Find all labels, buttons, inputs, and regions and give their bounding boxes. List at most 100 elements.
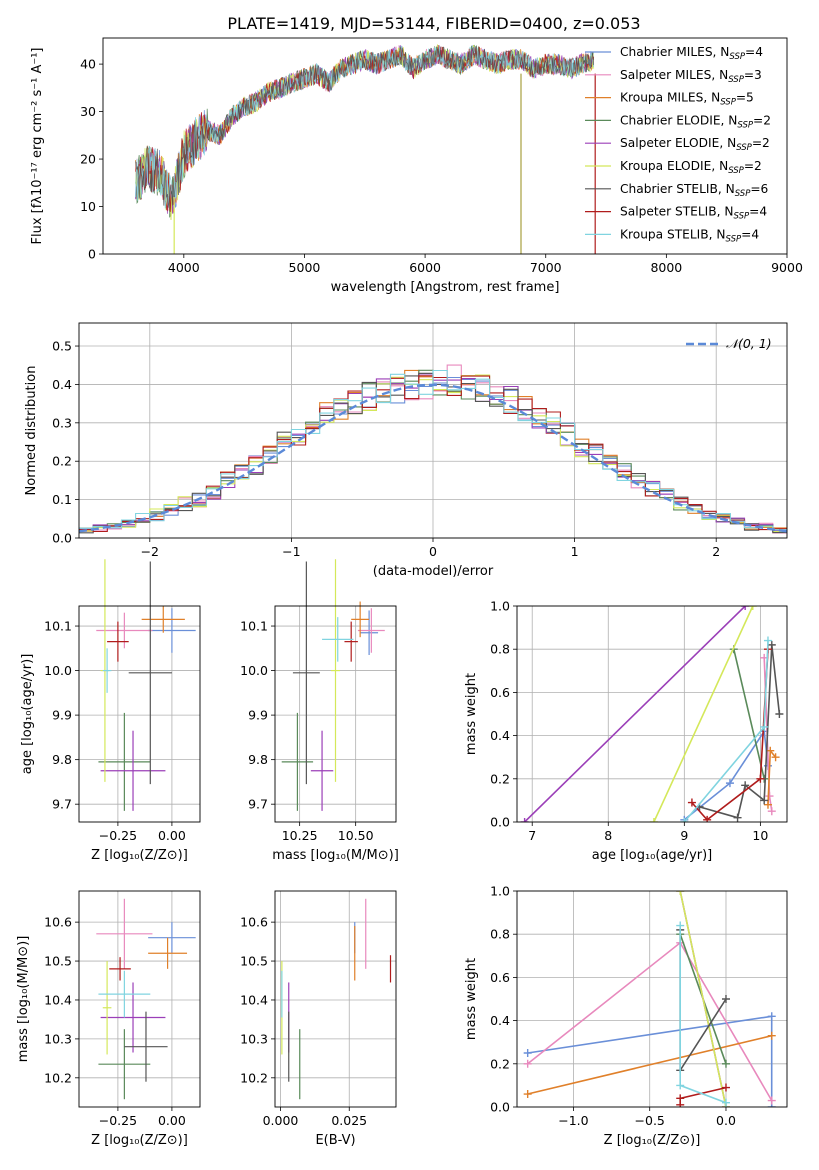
weight-vs-z-ytick-label: 0.4 <box>490 1013 510 1028</box>
weight-marker <box>721 1059 730 1068</box>
mass-vs-ebv-ytick-label: 10.3 <box>240 1031 268 1046</box>
age-vs-z-ytick-label: 9.9 <box>52 708 72 723</box>
weight-marker <box>767 640 776 649</box>
weight-vs-z-ytick-label: 0.8 <box>490 927 510 942</box>
age-vs-z-axes: −0.25 0.00 9.7 9.8 9.9 10.0 10.1 Z [log₁₀(Z/Z⊙)… <box>20 606 200 863</box>
age-vs-mass-ytick-label: 9.9 <box>248 708 268 723</box>
weight-marker <box>760 722 769 731</box>
legend-entry: 𝒩(0, 1) <box>726 336 772 351</box>
spectrum-ytick-label: 10 <box>80 199 96 214</box>
residuals-xlabel: (data-model)/error <box>373 564 494 579</box>
mass-vs-ebv-plot <box>281 898 392 1100</box>
spectrum-xtick-label: 8000 <box>650 260 682 275</box>
spectrum-axes: 4000 5000 6000 7000 8000 9000 0 10 20 30 40 wavelen… <box>30 48 803 296</box>
weight-vs-z-xtick-label: 0.0 <box>716 1113 736 1128</box>
weight-vs-z-ytick-label: 0.0 <box>490 1100 510 1115</box>
weight-vs-age-ytick-label: 0.6 <box>490 685 510 700</box>
weight-vs-age-ytick-label: 0.0 <box>490 815 510 830</box>
legend-entry: Kroupa STELIB, NSSP=4 <box>620 227 759 244</box>
weight-marker <box>741 781 750 790</box>
weight-marker <box>763 800 772 809</box>
residuals-ytick-label: 0.4 <box>52 377 72 392</box>
weight-marker <box>760 796 769 805</box>
age-vs-mass-xtick-label: 10.25 <box>282 828 318 843</box>
spectrum-ytick-label: 0 <box>88 247 96 262</box>
weight-marker <box>703 815 712 822</box>
weight-vs-age-ylabel: mass weight <box>464 673 479 755</box>
mass-vs-ebv-ytick-label: 10.4 <box>240 992 268 1007</box>
weight-marker <box>748 606 757 610</box>
spectrum-line-6 <box>135 46 594 208</box>
weight-vs-z-plot <box>523 891 776 1107</box>
weight-line-7 <box>679 1086 727 1105</box>
weight-vs-age-xlabel: age [log₁₀(age/yr)] <box>592 848 713 863</box>
weight-marker <box>767 1012 776 1021</box>
legend-entry: Chabrier STELIB, NSSP=6 <box>620 182 768 199</box>
weight-vs-age-plot <box>520 606 784 822</box>
weight-vs-age-ytick-label: 1.0 <box>490 599 510 614</box>
age-vs-mass-plot <box>281 559 385 811</box>
weight-vs-age-ytick-label: 0.8 <box>490 642 510 657</box>
weight-marker <box>721 1098 730 1107</box>
spectrum-xtick-label: 4000 <box>168 260 200 275</box>
spectrum-xtick-label: 5000 <box>289 260 321 275</box>
mass-vs-ebv-xlabel: E(B-V) <box>315 1133 355 1148</box>
spectrum-xtick-label: 7000 <box>530 260 562 275</box>
mass-vs-z-ylabel: mass [log₁₀(M/M⊙)] <box>16 936 31 1063</box>
weight-vs-age-ytick-label: 0.2 <box>490 771 510 786</box>
spectrum-ytick-label: 40 <box>80 57 96 72</box>
weight-vs-z-frame <box>516 890 788 1108</box>
residuals-frame <box>78 322 788 539</box>
weight-marker <box>767 1031 776 1040</box>
weight-vs-z-axes: −1.0 −0.5 0.0 0.0 0.2 0.4 0.6 0.8 1.0 Z [log₁₀(Z/… <box>464 884 787 1148</box>
spectrum-ylabel: Flux [fλ10⁻¹⁷ erg cm⁻² s⁻¹ A⁻¹] <box>30 48 45 245</box>
weight-marker <box>763 636 772 645</box>
residuals-axes: −2 −1 0 1 2 0.0 0.1 0.2 0.3 0.4 0.5 (data-model)/er… <box>24 323 787 579</box>
age-vs-z-frame <box>78 605 201 823</box>
age-vs-mass-ytick-label: 9.7 <box>248 797 268 812</box>
weight-line-2 <box>527 1034 772 1095</box>
mass-vs-z-ytick-label: 10.5 <box>44 954 72 969</box>
weight-line-5 <box>679 891 727 1107</box>
mass-vs-z-plot <box>96 898 196 1100</box>
mass-vs-z-ytick-label: 10.6 <box>44 915 72 930</box>
legend-entry: Chabrier MILES, NSSP=4 <box>620 45 763 62</box>
residuals-xtick-label: −2 <box>141 544 159 559</box>
figure-title: PLATE=1419, MJD=53144, FIBERID=0400, z=0… <box>227 14 640 33</box>
age-vs-z-xtick-label: 0.00 <box>158 828 186 843</box>
spectrum-legend: Chabrier MILES, NSSP=4 Salpeter MILES, NS… <box>585 45 771 244</box>
mass-vs-z-ytick-label: 10.3 <box>44 1031 72 1046</box>
mass-vs-z-ytick-label: 10.4 <box>44 992 72 1007</box>
legend-entry: Salpeter STELIB, NSSP=4 <box>620 205 767 222</box>
residuals-legend: 𝒩(0, 1) <box>686 336 772 351</box>
mass-vs-ebv-xtick-label: 0.000 <box>263 1113 299 1128</box>
weight-marker <box>523 1090 532 1099</box>
weight-marker <box>766 746 775 755</box>
gaussian-curve <box>78 383 788 533</box>
weight-marker <box>523 1049 532 1057</box>
spectrum-xlabel: wavelength [Angstrom, rest frame] <box>331 280 560 295</box>
residuals-ytick-label: 0.2 <box>52 454 72 469</box>
weight-vs-z-ylabel: mass weight <box>464 958 479 1040</box>
residuals-ytick-label: 0.5 <box>52 339 72 354</box>
weight-marker <box>733 813 742 822</box>
age-vs-mass-ytick-label: 9.8 <box>248 752 268 767</box>
age-vs-z-xtick-label: −0.25 <box>99 828 137 843</box>
mass-vs-z-xlabel: Z [log₁₀(Z/Z⊙)] <box>91 1133 188 1148</box>
weight-line-6 <box>699 644 781 819</box>
weight-vs-z-xtick-label: −1.0 <box>558 1113 588 1128</box>
legend-entry: Kroupa MILES, NSSP=5 <box>620 91 754 108</box>
mass-vs-ebv-xtick-label: 0.025 <box>331 1113 367 1128</box>
weight-marker <box>741 606 750 610</box>
legend-entry: Salpeter ELODIE, NSSP=2 <box>620 136 770 153</box>
mass-vs-z-xtick-label: −0.25 <box>99 1113 137 1128</box>
weight-vs-z-ytick-label: 0.2 <box>490 1056 510 1071</box>
weight-marker <box>676 891 685 895</box>
residuals-xtick-label: 2 <box>712 544 720 559</box>
mass-vs-ebv-ytick-label: 10.6 <box>240 915 268 930</box>
legend-entry: Salpeter MILES, NSSP=3 <box>620 68 762 85</box>
spectrum-frame <box>102 37 788 255</box>
mass-vs-z-xtick-label: 0.00 <box>158 1113 186 1128</box>
mass-vs-ebv-frame <box>274 890 397 1108</box>
